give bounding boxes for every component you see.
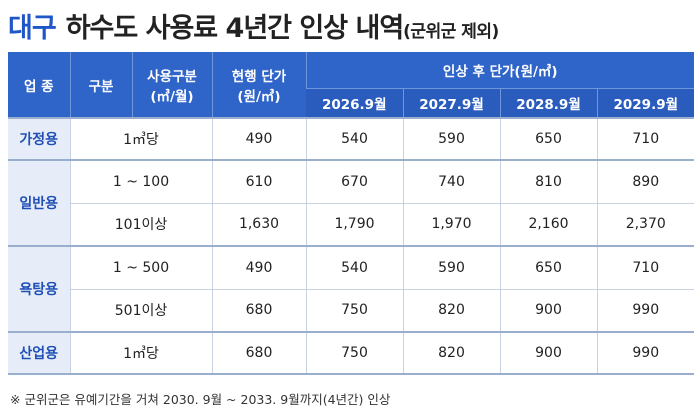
table-row: 101이상 1,630 1,790 1,970 2,160 2,370: [8, 202, 695, 246]
price-cell: 2,160: [499, 202, 597, 246]
category-cell: 욕탕용: [8, 245, 70, 332]
category-cell: 산업용: [8, 331, 70, 375]
header-current-line2: (원/㎥): [237, 88, 281, 105]
price-cell: 990: [596, 288, 695, 332]
usage-cell: 1㎥당: [69, 331, 212, 375]
header-usage-line1: 사용구분: [147, 68, 197, 85]
header-after: 인상 후 단가(원/㎥): [305, 52, 695, 88]
table-row: 가정용 1㎥당 490 540 590 650 710: [8, 117, 695, 160]
header-usage-line2: (㎥/월): [150, 88, 194, 105]
price-cell: 990: [596, 331, 695, 375]
price-cell: 590: [402, 245, 500, 289]
price-cell: 890: [596, 159, 695, 203]
rate-table-container: 업 종 구분 사용구분 (㎥/월) 현행 단가 (원/㎥) 인상 후 단가(원/…: [8, 52, 695, 375]
price-cell: 810: [499, 159, 597, 203]
title-sub: (군위군 제외): [403, 22, 499, 42]
price-cell: 540: [305, 245, 403, 289]
price-cell: 710: [596, 117, 695, 160]
price-cell: 750: [305, 288, 403, 332]
title-city: 대구: [8, 13, 57, 44]
table-row: 501이상 680 750 820 900 990: [8, 288, 695, 332]
price-cell: 740: [402, 159, 500, 203]
usage-cell: 1 ~ 500: [69, 245, 212, 289]
price-cell: 820: [402, 331, 500, 375]
current-price-cell: 610: [211, 159, 306, 203]
table-row: 산업용 1㎥당 680 750 820 900 990: [8, 331, 695, 375]
rate-table: 업 종 구분 사용구분 (㎥/월) 현행 단가 (원/㎥) 인상 후 단가(원/…: [8, 52, 695, 375]
price-cell: 1,790: [305, 202, 403, 246]
page-title: 대구 하수도 사용료 4년간 인상 내역 (군위군 제외): [8, 6, 499, 46]
header-year: 2028.9월: [499, 87, 597, 118]
price-cell: 540: [305, 117, 403, 160]
price-cell: 1,970: [402, 202, 500, 246]
title-main: 하수도 사용료 4년간 인상 내역: [65, 13, 404, 44]
current-price-cell: 490: [211, 117, 306, 160]
price-cell: 710: [596, 245, 695, 289]
header-year: 2026.9월: [306, 87, 403, 118]
footnote: ※ 군위군은 유예기간을 거쳐 2030. 9월 ~ 2033. 9월까지(4년…: [10, 392, 391, 407]
usage-cell: 501이상: [69, 288, 212, 332]
current-price-cell: 1,630: [211, 202, 306, 246]
header-usage: 사용구분 (㎥/월): [131, 52, 212, 118]
current-price-cell: 680: [211, 288, 306, 332]
price-cell: 650: [499, 245, 597, 289]
price-cell: 2,370: [596, 202, 695, 246]
price-cell: 820: [402, 288, 500, 332]
category-cell: 가정용: [8, 117, 70, 160]
table-row: 일반용 1 ~ 100 610 670 740 810 890: [8, 159, 695, 246]
header-type: 구분: [69, 52, 132, 118]
price-cell: 650: [499, 117, 597, 160]
current-price-cell: 680: [211, 331, 306, 375]
header-year: 2027.9월: [402, 87, 500, 118]
header-category: 업 종: [8, 52, 70, 118]
header-current-line1: 현행 단가: [231, 68, 287, 85]
price-cell: 670: [305, 159, 403, 203]
usage-cell: 101이상: [69, 202, 212, 246]
usage-cell: 1㎥당: [69, 117, 212, 160]
price-cell: 900: [499, 331, 597, 375]
table-row: 욕탕용 1 ~ 500 490 540 590 650 710: [8, 245, 695, 332]
header-year: 2029.9월: [596, 87, 695, 118]
category-cell: 일반용: [8, 159, 70, 246]
current-price-cell: 490: [211, 245, 306, 289]
price-cell: 590: [402, 117, 500, 160]
price-cell: 900: [499, 288, 597, 332]
price-cell: 750: [305, 331, 403, 375]
header-current: 현행 단가 (원/㎥): [211, 52, 306, 118]
usage-cell: 1 ~ 100: [69, 159, 212, 203]
